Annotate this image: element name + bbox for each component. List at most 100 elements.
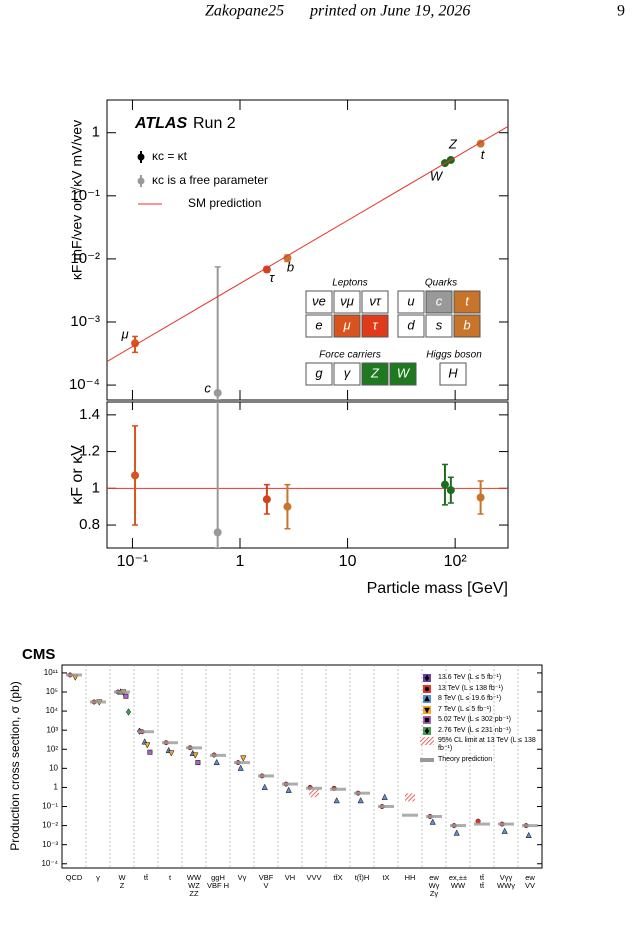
legend-swatch — [423, 674, 431, 682]
bottom-plot — [107, 402, 508, 548]
category-label: VBF — [259, 873, 274, 882]
point — [283, 502, 292, 511]
category-label: ew — [525, 873, 535, 882]
y-tick-label: 10¹¹ — [44, 668, 59, 677]
legend-label: 7 TeV (L ≤ 5 fb⁻¹) — [438, 705, 492, 713]
legend-item: 5.02 TeV (L ≤ 302 pb⁻¹) — [420, 716, 542, 724]
particle-label: νμ — [340, 293, 354, 308]
category-label: ggH — [211, 873, 225, 882]
category-label: V — [263, 881, 268, 890]
legend-label: 2.76 TeV (L ≤ 231 nb⁻¹) — [438, 726, 511, 734]
group-title: Force carriers — [319, 350, 381, 361]
theory-bar — [234, 761, 250, 765]
x-tick-label: 10² — [444, 553, 468, 570]
theory-bar — [66, 673, 82, 677]
marker — [424, 727, 430, 734]
category-label: t — [169, 873, 172, 882]
theory-bar — [114, 690, 130, 694]
legend-swatch — [420, 757, 434, 762]
marker — [285, 786, 292, 793]
particle-label: γ — [344, 365, 352, 380]
particle-label: e — [315, 317, 322, 332]
marker — [453, 829, 460, 836]
y-tick-label: 10 — [49, 763, 58, 772]
marker — [147, 749, 153, 755]
particle-label: μ — [342, 317, 350, 332]
x-tick-label: 10⁻¹ — [117, 553, 149, 570]
legend-item: 2.76 TeV (L ≤ 231 nb⁻¹) — [420, 726, 542, 735]
point — [213, 388, 222, 397]
particle-cell — [305, 314, 333, 338]
y-tick-label: 10⁻³ — [42, 840, 58, 849]
y-tick-label: 1 — [92, 124, 100, 141]
category-label: VVV — [306, 873, 321, 882]
legend-label: 13 TeV (L ≤ 138 fb⁻¹) — [438, 684, 504, 692]
particle-label: s — [436, 317, 443, 332]
marker — [424, 686, 430, 691]
category-label: VH — [285, 873, 295, 882]
legend-swatch — [423, 716, 431, 724]
legend-swatch — [420, 757, 434, 762]
legend-swatch — [420, 737, 434, 745]
legend-swatch — [423, 705, 431, 714]
particle-label: Z — [370, 365, 380, 380]
page-number: 9 — [617, 3, 625, 20]
limit — [405, 793, 415, 802]
group-title: Quarks — [425, 278, 457, 289]
category-label: WW — [187, 873, 202, 882]
particle-cell — [453, 314, 481, 338]
theory-bar — [522, 824, 538, 828]
theory-bar — [426, 814, 442, 818]
legend-item: 13.6 TeV (L ≤ 5 fb⁻¹) — [420, 674, 542, 682]
category-label: VBF H — [207, 881, 229, 890]
category-label: Z — [120, 881, 125, 890]
point — [131, 471, 140, 480]
legend-marker — [137, 177, 145, 185]
x-tick-label: 10 — [339, 553, 357, 570]
category-label: WW — [451, 881, 466, 890]
legend-item: 7 TeV (L ≤ 5 fb⁻¹) — [420, 705, 542, 714]
marker — [213, 758, 220, 766]
particle-label: d — [407, 317, 415, 332]
category-label: ew — [429, 873, 439, 882]
theory-bar — [330, 787, 346, 791]
point-label: t — [481, 147, 486, 162]
y-axis-label: κF mF/vev or √κV mV/vev — [69, 120, 85, 280]
legend-label: 5.02 TeV (L ≤ 302 pb⁻¹) — [438, 716, 511, 723]
particle-label: νe — [312, 293, 326, 308]
legend-item: 13 TeV (L ≤ 138 fb⁻¹) — [420, 684, 542, 693]
top-plot — [107, 125, 508, 400]
marker — [237, 764, 244, 771]
theory-bar — [378, 805, 394, 809]
particle-cell — [397, 290, 425, 314]
y-axis-label: Production cross section, σ (pb) — [8, 681, 22, 850]
y-tick-label: 10² — [46, 744, 58, 753]
particle-label: c — [436, 293, 443, 308]
category-label: Wγ — [429, 881, 440, 890]
particle-cell — [397, 314, 425, 338]
marker — [125, 708, 132, 716]
marker — [429, 818, 436, 825]
legend: 13.6 TeV (L ≤ 5 fb⁻¹) 13 TeV (L ≤ 138 fb⁻… — [420, 674, 542, 766]
particle-label: b — [463, 317, 470, 332]
point-label: W — [430, 169, 444, 184]
legend-label: 13.6 TeV (L ≤ 5 fb⁻¹) — [438, 674, 502, 681]
category-label: t(t̄)H — [355, 873, 370, 882]
category-label: Vγ — [238, 873, 247, 882]
legend-label: κc = κt — [152, 149, 188, 163]
marker — [144, 742, 151, 749]
theory-bar — [474, 822, 490, 826]
legend-label: κc is a free parameter — [152, 173, 268, 187]
point-label: c — [204, 380, 211, 395]
legend-swatch — [423, 695, 431, 703]
marker — [424, 707, 430, 714]
legend-label: 95% CL limit at 13 TeV (L ≤ 138 fb⁻¹) — [438, 737, 536, 752]
point — [446, 486, 455, 495]
legend-label: 8 TeV (L ≤ 19.6 fb⁻¹) — [438, 695, 502, 702]
theory-bar — [138, 730, 154, 734]
particle-label: u — [407, 293, 414, 308]
marker — [261, 783, 268, 790]
y-tick-label: 10³ — [46, 725, 58, 734]
